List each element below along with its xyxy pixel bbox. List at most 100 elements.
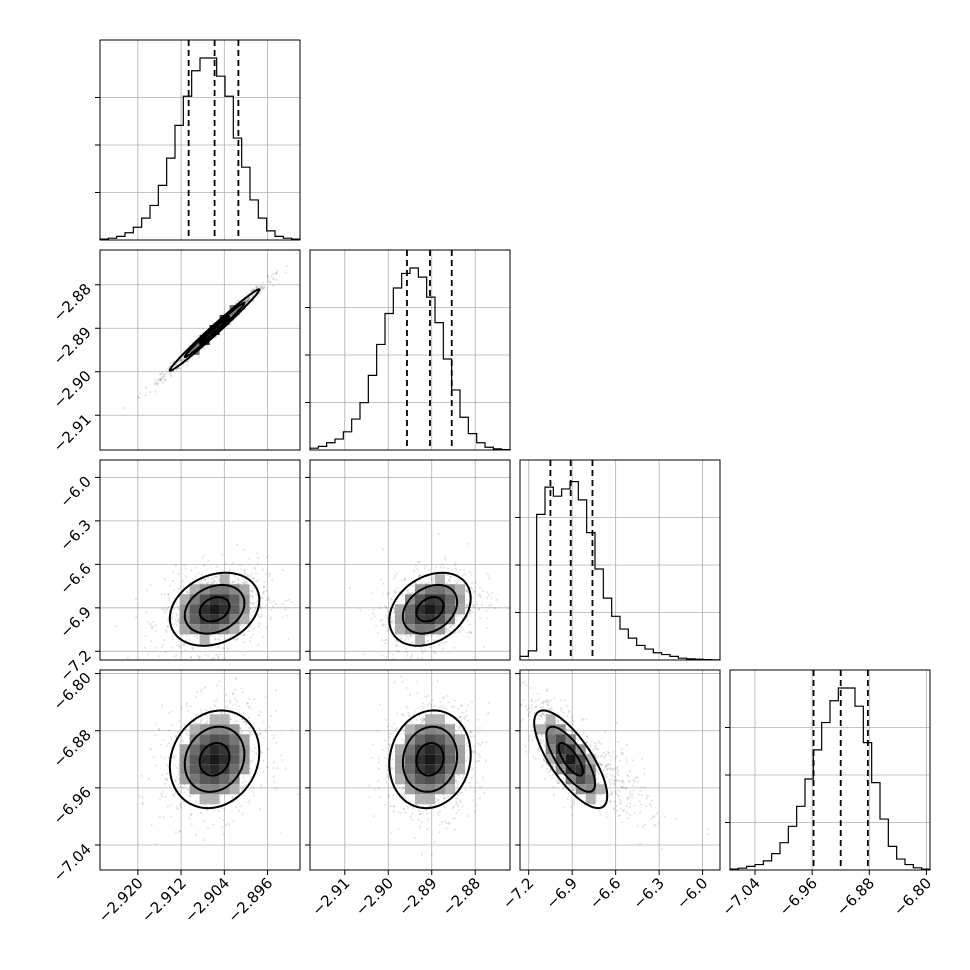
scatter-point (465, 749, 469, 752)
scatter-point (405, 705, 408, 708)
scatter-point (182, 586, 185, 589)
scatter-point (158, 729, 161, 732)
scatter-point (272, 277, 275, 280)
scatter-point (266, 279, 270, 282)
scatter-point (237, 809, 241, 812)
scatter-point (240, 788, 243, 791)
scatter-point (175, 620, 178, 623)
scatter-point (385, 768, 389, 771)
scatter-point (200, 712, 203, 715)
scatter-point (150, 624, 153, 627)
scatter-point (401, 788, 404, 791)
density-cell (455, 584, 465, 595)
scatter-point (415, 719, 418, 722)
density-cell (425, 774, 435, 785)
scatter-point (407, 714, 411, 717)
scatter-point (164, 593, 167, 596)
scatter-point (445, 630, 448, 633)
scatter-point (393, 608, 396, 611)
scatter-point (220, 711, 223, 714)
scatter-point (163, 578, 167, 581)
scatter-point (486, 713, 489, 716)
scatter-point (628, 802, 632, 805)
scatter-point (466, 542, 469, 545)
scatter-point (249, 589, 252, 592)
scatter-point (213, 699, 216, 702)
scatter-point (421, 811, 424, 814)
scatter-point (203, 346, 206, 349)
scatter-point (439, 700, 442, 704)
scatter-point (391, 737, 394, 741)
density-cell (425, 594, 435, 605)
scatter-point (464, 573, 467, 576)
scatter-point (443, 566, 446, 569)
scatter-point (444, 558, 447, 561)
density-cell (425, 584, 435, 595)
scatter-point (424, 565, 427, 568)
density-cell (229, 784, 240, 795)
scatter-point (442, 805, 446, 809)
density-cell (209, 604, 220, 615)
panel-content (310, 460, 510, 660)
scatter-point (249, 726, 252, 729)
scatter-point (257, 734, 260, 737)
scatter-point (141, 796, 144, 799)
scatter-point (153, 383, 156, 386)
scatter-point (444, 555, 447, 558)
scatter-point (170, 617, 173, 621)
scatter-point (419, 579, 422, 582)
scatter-point (414, 710, 417, 714)
scatter-point (175, 654, 178, 657)
scatter-point (241, 717, 244, 721)
scatter-point (402, 808, 405, 811)
scatter-point (420, 853, 424, 856)
scatter-point (251, 634, 254, 637)
scatter-point (485, 759, 488, 762)
scatter-point (213, 580, 216, 583)
scatter-point (209, 707, 212, 710)
scatter-point (115, 624, 118, 628)
scatter-point (263, 585, 266, 589)
density-cell (179, 744, 190, 755)
scatter-point (476, 742, 479, 745)
scatter-point (187, 788, 190, 792)
scatter-point (427, 818, 430, 821)
scatter-point (204, 653, 207, 657)
scatter-point (191, 646, 194, 649)
scatter-point (401, 713, 404, 716)
scatter-point (247, 705, 250, 708)
scatter-point (377, 767, 380, 770)
scatter-point (262, 287, 265, 290)
density-cell (425, 624, 435, 635)
scatter-point (186, 364, 189, 367)
scatter-point (396, 712, 399, 715)
density-cell (445, 764, 455, 775)
scatter-point (242, 690, 245, 694)
scatter-point (387, 795, 390, 798)
scatter-point (178, 804, 181, 807)
scatter-point (410, 721, 413, 724)
scatter-point (280, 754, 283, 757)
scatter-point (195, 634, 199, 637)
scatter-point (216, 565, 219, 568)
scatter-point (384, 642, 387, 645)
scatter-point (446, 574, 449, 577)
scatter-point (474, 581, 477, 585)
scatter-point (399, 675, 402, 678)
scatter-point (445, 640, 448, 643)
scatter-point (633, 812, 636, 815)
scatter-point (427, 581, 430, 584)
scatter-point (418, 574, 421, 577)
scatter-point (276, 767, 279, 770)
density-cell (229, 734, 240, 745)
scatter-point (260, 613, 263, 616)
scatter-point (170, 601, 173, 604)
scatter-point (455, 802, 458, 805)
scatter-point (426, 639, 429, 642)
scatter-point (468, 623, 471, 626)
scatter-point (471, 611, 474, 614)
scatter-point (406, 635, 409, 638)
scatter-point (272, 600, 275, 603)
density-cell (455, 744, 465, 755)
